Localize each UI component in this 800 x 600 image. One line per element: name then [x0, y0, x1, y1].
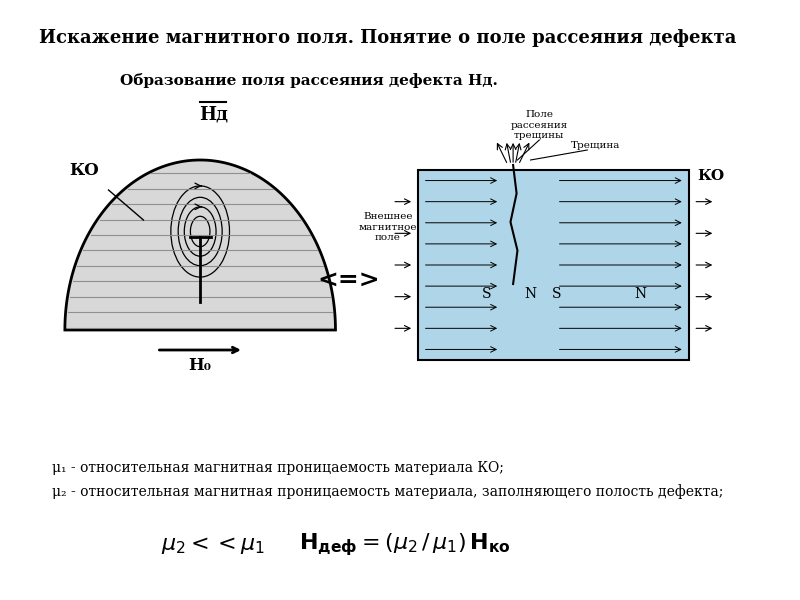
Text: Образование поля рассеяния дефекта Нд.: Образование поля рассеяния дефекта Нд.	[120, 73, 498, 88]
Bar	[418, 170, 689, 360]
Text: S: S	[552, 286, 562, 301]
Text: S: S	[482, 286, 492, 301]
Text: $\mu_2 << \mu_1$: $\mu_2 << \mu_1$	[162, 534, 266, 556]
Text: N: N	[634, 286, 646, 301]
Text: Внешнее
магнитное
поле: Внешнее магнитное поле	[358, 212, 417, 242]
Text: μ₁ - относительная магнитная проницаемость материала КО;: μ₁ - относительная магнитная проницаемос…	[52, 461, 504, 475]
Text: N: N	[525, 286, 537, 301]
Text: Поле
рассеяния
трещины: Поле рассеяния трещины	[510, 110, 568, 140]
Polygon shape	[65, 160, 335, 330]
Text: Нд: Нд	[198, 106, 228, 124]
Text: μ₂ - относительная магнитная проницаемость материала, заполняющего полость дефек: μ₂ - относительная магнитная проницаемос…	[52, 485, 723, 499]
Text: <=>: <=>	[318, 268, 380, 292]
Text: $\mathbf{H}_{\mathbf{деф}} = (\mu_2\,/\,\mu_1)\,\mathbf{H}_{\mathbf{ко}}$: $\mathbf{H}_{\mathbf{деф}} = (\mu_2\,/\,…	[299, 532, 511, 559]
Text: Трещина: Трещина	[571, 140, 621, 149]
Text: Искажение магнитного поля. Понятие о поле рассеяния дефекта: Искажение магнитного поля. Понятие о пол…	[39, 29, 737, 47]
Text: КО: КО	[698, 169, 725, 183]
Text: H₀: H₀	[189, 357, 212, 374]
Text: КО: КО	[70, 162, 99, 179]
